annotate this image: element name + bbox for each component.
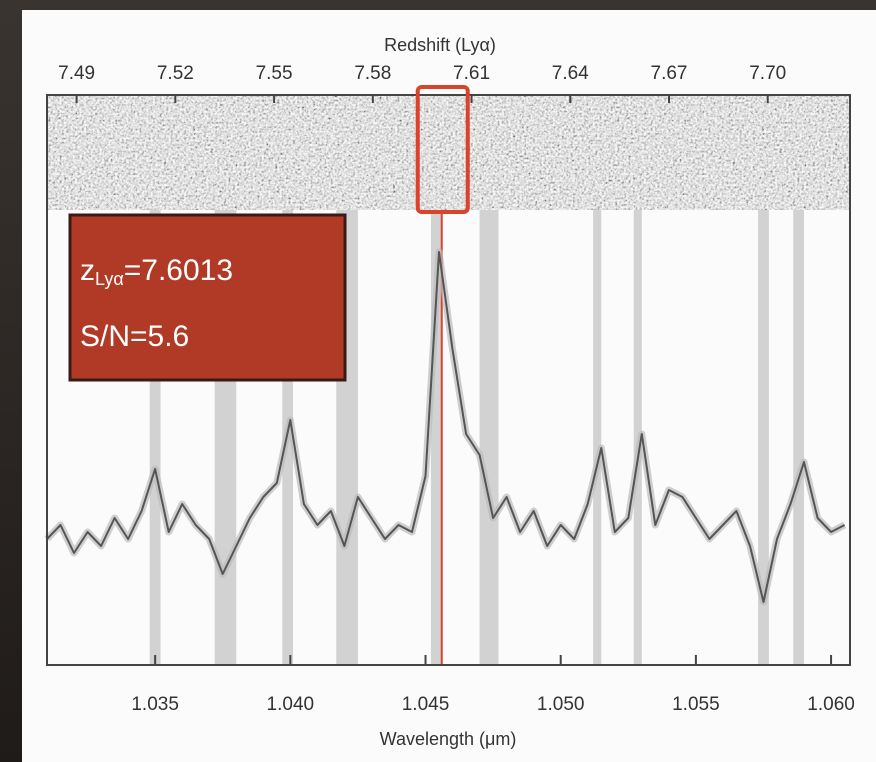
x-tick-label: 1.035 [131, 694, 179, 715]
x2-tick-label: 7.70 [749, 63, 786, 84]
sky-band [593, 210, 602, 665]
x-tick-label: 1.060 [807, 694, 855, 715]
x-tick-label: 1.055 [672, 694, 720, 715]
x2-tick-label: 7.49 [58, 63, 95, 84]
plot-area [44, 210, 847, 665]
x-axis-label: Wavelength (μm) [380, 729, 517, 749]
two-d-spectrum [47, 95, 850, 210]
x2-tick-label: 7.64 [552, 63, 589, 84]
x2-tick-label: 7.55 [256, 63, 293, 84]
annotation-box [68, 213, 347, 382]
snr-annotation: S/N=5.6 [80, 320, 189, 353]
x-tick-label: 1.040 [267, 694, 315, 715]
redshift-annotation: zLyα=7.6013 [80, 254, 233, 289]
x2-tick-label: 7.67 [651, 63, 688, 84]
x-tick-label: 1.050 [537, 694, 585, 715]
sky-band [758, 210, 769, 665]
redshift-subscript: Lyα [95, 269, 124, 289]
highlight-box [415, 85, 470, 214]
redshift-value: =7.6013 [124, 254, 233, 287]
x2-axis-label: Redshift (Lyα) [384, 35, 496, 55]
spectrum-line [46, 251, 846, 603]
sky-band [149, 210, 161, 665]
x2-tick-label: 7.58 [354, 63, 391, 84]
plot-frame [46, 94, 851, 666]
x2-tick-label: 7.52 [157, 63, 194, 84]
x-tick-label: 1.045 [402, 694, 450, 715]
redshift-symbol: z [80, 254, 95, 287]
x2-tick-label: 7.61 [453, 63, 490, 84]
sky-band [793, 210, 805, 665]
sky-band [430, 210, 442, 665]
sky-band [479, 210, 499, 665]
